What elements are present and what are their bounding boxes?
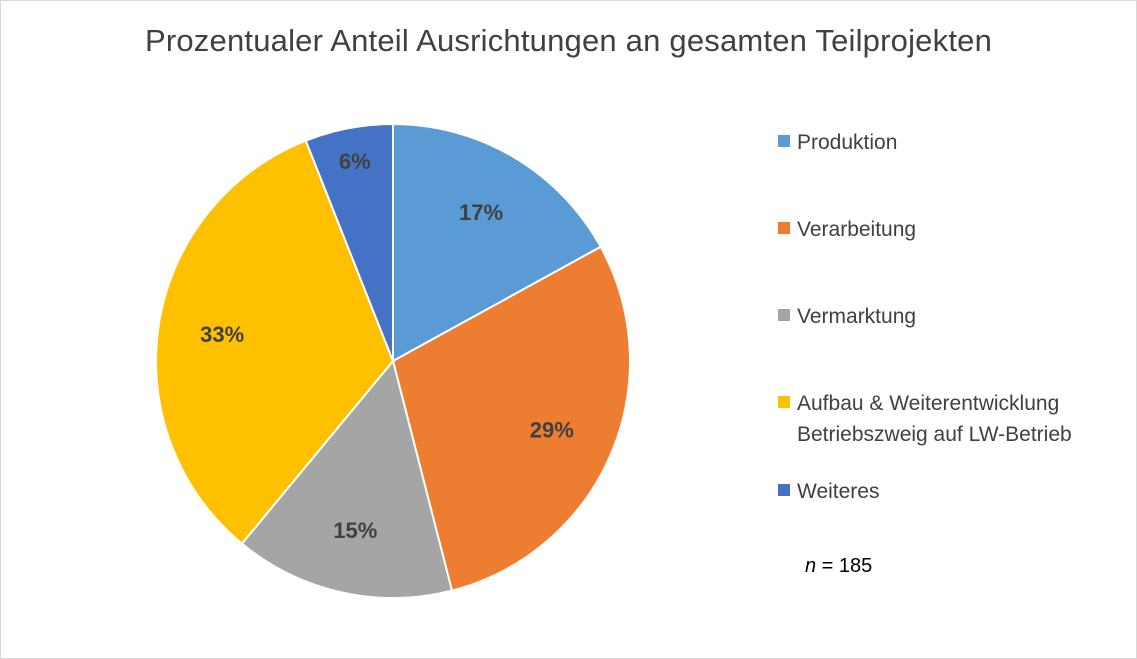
pie-slice-0 — [392, 122, 603, 363]
legend-swatch-2 — [778, 309, 790, 321]
chart-title: Prozentualer Anteil Ausrichtungen an ges… — [144, 23, 993, 58]
pie-slice-1 — [391, 245, 631, 592]
pie-slice-3 — [155, 139, 395, 546]
data-label-4: 6% — [339, 149, 371, 174]
legend-label-2: Vermarktung — [797, 305, 917, 328]
data-label-2: 15% — [333, 518, 377, 543]
data-label-1: 29% — [530, 418, 574, 443]
pie-slice-4 — [304, 122, 394, 362]
legend-label-4: Weiteres — [797, 480, 880, 503]
legend-swatch-1 — [778, 222, 790, 234]
data-label-3: 33% — [200, 322, 244, 347]
data-label-0: 17% — [459, 200, 503, 225]
sample-size-note: n = 185 — [805, 555, 872, 578]
sample-size-value: = 185 — [816, 555, 873, 577]
legend-swatch-0 — [778, 135, 790, 147]
pie-slice-2 — [240, 358, 454, 599]
legend-swatch-4 — [778, 484, 790, 496]
legend-label-3: Aufbau & Weiterentwicklung Betriebszweig… — [797, 392, 1072, 446]
legend-label-0: Produktion — [797, 131, 898, 154]
legend-swatch-3 — [778, 396, 790, 408]
legend-label-1: Verarbeitung — [797, 218, 917, 241]
sample-size-symbol: n — [805, 555, 817, 577]
